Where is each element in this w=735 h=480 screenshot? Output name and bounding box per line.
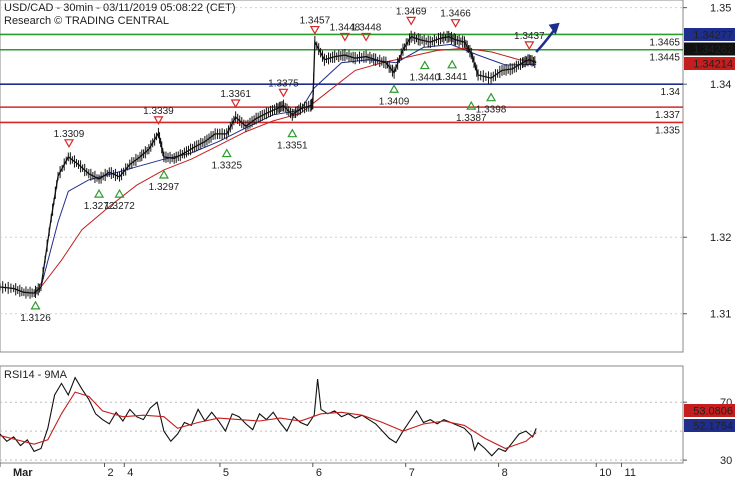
price-tag-box xyxy=(684,42,735,56)
swing-low-label: 1.3325 xyxy=(211,161,242,172)
swing-high-label: 1.3469 xyxy=(396,6,427,17)
resistance-marker-icon xyxy=(153,116,164,126)
resistance-marker-icon xyxy=(524,41,535,51)
swing-high-label: 1.3448 xyxy=(330,22,361,33)
rsi-ma-line xyxy=(0,391,537,450)
swing-low-label: 1.3440 xyxy=(410,73,441,84)
rsi-series xyxy=(0,376,537,457)
x-tick-label: 6 xyxy=(316,467,322,479)
price-y-axis: 1.35 1.34 1.32 1.31 xyxy=(683,3,731,321)
forecast-arrow xyxy=(535,22,560,53)
swing-high-label: 1.3361 xyxy=(220,89,251,100)
price-tag-label: 1.34214 xyxy=(693,59,733,71)
support-marker-icon xyxy=(30,300,41,310)
rsi-plot-area xyxy=(0,365,684,464)
resistance-marker-icon xyxy=(406,16,417,26)
swing-high-label: 1.3339 xyxy=(143,106,174,117)
x-tick-label: 10 xyxy=(599,467,611,479)
x-tick-label: 4 xyxy=(127,467,133,479)
swing-low-label: 1.3398 xyxy=(476,105,507,116)
chart-subtitle: Research © TRADING CENTRAL xyxy=(4,15,169,27)
resistance-marker-icon xyxy=(63,139,75,149)
swing-low-label: 1.3409 xyxy=(379,96,410,107)
support-marker-icon xyxy=(419,60,430,70)
resistance-marker-icon xyxy=(361,32,372,42)
resistance-marker-icon xyxy=(230,99,241,109)
swing-high-label: 1.3457 xyxy=(300,16,331,27)
resistance-marker-icon xyxy=(339,32,350,42)
swing-low-label: 1.3272 xyxy=(84,201,115,212)
rsi-y-tick-label: 30 xyxy=(720,455,732,467)
resistance-level-label: 1.3445 xyxy=(649,53,680,64)
x-tick-label: 5 xyxy=(223,467,229,479)
swing-high-label: 1.3466 xyxy=(440,9,471,20)
x-tick-label: Mar xyxy=(13,467,33,479)
swing-high-label: 1.3437 xyxy=(514,31,545,42)
price-tag-label: 1.34262 xyxy=(693,44,733,56)
chart-title: USD/CAD - 30min - 03/11/2019 05:08:22 (C… xyxy=(4,2,236,14)
swing-low-label: 1.3387 xyxy=(456,113,487,124)
price-y-tick-label: 1.31 xyxy=(710,309,731,321)
support-marker-icon xyxy=(94,188,105,198)
pivot-level-label: 1.34 xyxy=(661,87,681,98)
x-tick-label: 2 xyxy=(107,467,113,479)
resistance-level-label: 1.3465 xyxy=(649,37,680,48)
swing-high-label: 1.3448 xyxy=(351,22,382,33)
price-y-tick-label: 1.32 xyxy=(710,232,731,244)
price-tag-label: 1.34277 xyxy=(693,30,733,42)
price-y-tick-label: 1.35 xyxy=(710,3,731,15)
rsi-tags: 53.0806 52.1754 xyxy=(684,404,735,433)
price-tag-box xyxy=(684,57,735,70)
swing-low-label: 1.3351 xyxy=(277,141,308,152)
rsi-value-tag-label: 52.1754 xyxy=(693,421,733,433)
ema-line xyxy=(40,47,537,288)
x-tick-label: 7 xyxy=(409,467,415,479)
support-marker-icon xyxy=(158,169,169,179)
rsi-value-tag-box xyxy=(684,404,735,417)
swing-low-label: 1.3272 xyxy=(104,201,135,212)
support-marker-icon xyxy=(447,59,458,69)
price-tag-box xyxy=(684,28,735,41)
price-tags: 1.34277 1.34262 1.34214 xyxy=(684,28,735,71)
price-moving-average-ema xyxy=(40,47,537,288)
price-y-tick-label: 1.34 xyxy=(710,79,731,91)
price-series xyxy=(0,30,537,299)
swing-low-label: 1.3126 xyxy=(20,313,51,324)
support-level-label: 1.337 xyxy=(655,110,680,121)
resistance-marker-icon xyxy=(450,19,461,28)
resistance-marker-icon xyxy=(278,88,289,98)
rsi-line xyxy=(0,376,537,457)
arrow-head-icon xyxy=(548,22,560,35)
support-marker-icon xyxy=(389,84,400,93)
support-level-label: 1.335 xyxy=(655,125,680,136)
x-tick-label: 11 xyxy=(625,467,636,479)
swing-low-label: 1.3441 xyxy=(437,72,468,83)
support-marker-icon xyxy=(486,92,497,102)
rsi-grid xyxy=(0,401,683,461)
rsi-title: RSI14 - 9MA xyxy=(4,369,68,381)
swing-high-label: 1.3309 xyxy=(54,129,85,140)
x-tick-label: 8 xyxy=(502,467,508,479)
rsi-value-tag-box xyxy=(684,419,735,432)
support-marker-icon xyxy=(221,148,232,158)
swing-low-label: 1.3297 xyxy=(149,182,180,193)
support-marker-icon xyxy=(114,188,125,198)
x-axis: Mar 2 4 5 6 7 8 10 11 xyxy=(0,463,636,479)
rsi-value-tag-label: 53.0806 xyxy=(693,406,733,418)
support-marker-icon xyxy=(466,100,477,110)
support-marker-icon xyxy=(287,128,298,138)
swing-high-label: 1.3375 xyxy=(268,78,299,89)
resistance-marker-icon xyxy=(309,25,320,35)
